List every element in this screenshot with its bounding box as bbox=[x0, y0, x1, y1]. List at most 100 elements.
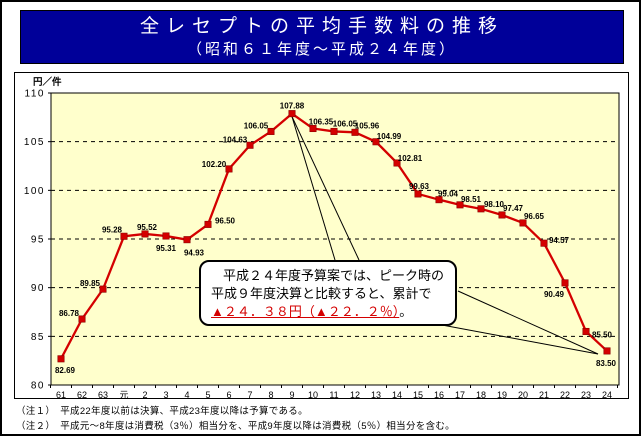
data-point-label: 98.10 bbox=[484, 200, 505, 209]
data-point bbox=[603, 347, 611, 355]
title-banner: 全レセプトの平均手数料の推移 （昭和６１年度～平成２４年度） bbox=[20, 10, 624, 64]
data-point-label: 86.78 bbox=[59, 309, 80, 318]
data-point bbox=[57, 355, 65, 363]
data-point bbox=[78, 315, 86, 323]
data-point bbox=[414, 190, 422, 198]
data-point bbox=[99, 285, 107, 293]
x-tick-label: 7 bbox=[247, 390, 252, 398]
data-point bbox=[519, 219, 527, 227]
data-point bbox=[561, 279, 569, 287]
data-point-label: 97.47 bbox=[503, 204, 524, 213]
data-point-label: 95.31 bbox=[156, 244, 177, 253]
y-tick-label: 110 bbox=[25, 89, 45, 100]
x-tick-label: 14 bbox=[392, 390, 402, 398]
data-point bbox=[540, 239, 548, 247]
annotation-line2: 平成９年度決算と比較すると、累計で bbox=[211, 286, 432, 301]
data-point-label: 94.93 bbox=[184, 249, 205, 258]
x-tick-label: 13 bbox=[371, 390, 381, 398]
data-point bbox=[141, 230, 149, 238]
footnote-1: （注１） 平成22年度以前は決算、平成23年度以降は予算である。 bbox=[16, 406, 308, 417]
callout-wedge-line bbox=[291, 116, 336, 261]
data-point-label: 96.65 bbox=[524, 212, 545, 221]
x-tick-label: 62 bbox=[77, 390, 87, 398]
footnotes: （注１） 平成22年度以前は決算、平成23年度以降は予算である。 （注２） 平成… bbox=[16, 404, 636, 434]
data-point bbox=[456, 201, 464, 209]
data-point bbox=[435, 196, 443, 204]
data-point-label: 105.96 bbox=[355, 121, 380, 130]
x-tick-label: 20 bbox=[518, 390, 528, 398]
data-point-label: 106.35 bbox=[309, 118, 334, 127]
x-tick-label: 元 bbox=[119, 390, 128, 398]
chart-panel: 110 105 100 95 90 85 80 円／件 61 62 63 元 2 3 4 5 6 7 8 9 10 11 1… bbox=[14, 72, 629, 400]
data-point-label: 99.04 bbox=[438, 190, 459, 199]
x-tick-label: 8 bbox=[268, 390, 273, 398]
data-point bbox=[288, 110, 296, 118]
data-point-label: 102.20 bbox=[202, 160, 227, 169]
footnote-2: （注２） 平成元～8年度は消費税（3％）相当分を、平成9年度以降は消費税（5％）… bbox=[16, 421, 455, 432]
y-tick-label: 85 bbox=[31, 332, 45, 343]
y-tick-label: 90 bbox=[31, 283, 45, 294]
x-tick-label: 15 bbox=[413, 390, 423, 398]
data-point bbox=[162, 232, 170, 240]
data-point-label: 106.05 bbox=[333, 119, 358, 128]
x-tick-label: 10 bbox=[308, 390, 318, 398]
data-point bbox=[498, 211, 506, 219]
data-point-label: 96.50 bbox=[215, 216, 236, 225]
x-tick-label: 61 bbox=[56, 390, 66, 398]
annotation-highlight: ▲２４．３８円（▲２２．２％） bbox=[211, 304, 400, 319]
data-point bbox=[267, 127, 275, 135]
x-tick-label: 12 bbox=[350, 390, 360, 398]
data-point-label: 99.63 bbox=[409, 182, 430, 191]
x-tick-label: 11 bbox=[329, 390, 338, 398]
data-point-label: 95.28 bbox=[102, 225, 123, 234]
y-tick-label: 105 bbox=[24, 137, 45, 148]
x-tick-label: 23 bbox=[581, 390, 591, 398]
x-tick-label: 9 bbox=[289, 390, 294, 398]
chart-subtitle: （昭和６１年度～平成２４年度） bbox=[186, 41, 457, 58]
annotation-callout: 平成２４年度予算案では、ピーク時の 平成９年度決算と比較すると、累計で ▲２４．… bbox=[199, 260, 457, 326]
data-point bbox=[393, 159, 401, 167]
data-point-label: 90.49 bbox=[544, 290, 565, 299]
data-point-label: 83.50 bbox=[596, 359, 617, 368]
data-point-label: 95.52 bbox=[137, 223, 158, 232]
data-point-label: 104.99 bbox=[377, 132, 402, 141]
data-point-label: 89.85 bbox=[80, 279, 101, 288]
data-point-label: 106.05 bbox=[244, 121, 269, 130]
data-point bbox=[246, 141, 254, 149]
data-point bbox=[582, 327, 590, 335]
annotation-period: 。 bbox=[399, 304, 413, 319]
data-point-label: 94.57 bbox=[549, 236, 570, 245]
x-tick-label: 2 bbox=[142, 390, 147, 398]
x-tick-label: 24 bbox=[602, 390, 612, 398]
data-point bbox=[225, 165, 233, 173]
callout-wedge-line bbox=[441, 324, 599, 355]
x-tick-label: 4 bbox=[184, 390, 189, 398]
data-point bbox=[120, 232, 128, 240]
annotation-line3: ▲２４．３８円（▲２２．２％）。 bbox=[211, 303, 449, 321]
x-tick-label: 5 bbox=[205, 390, 210, 398]
data-point bbox=[183, 236, 191, 244]
x-tick-label: 18 bbox=[476, 390, 486, 398]
callout-wedge-line bbox=[457, 290, 599, 355]
data-point-label: 104.63 bbox=[223, 135, 248, 144]
data-point bbox=[330, 127, 338, 135]
data-point bbox=[204, 220, 212, 228]
x-tick-label: 6 bbox=[226, 390, 231, 398]
data-point bbox=[351, 128, 359, 136]
y-axis-unit: 円／件 bbox=[33, 76, 62, 88]
annotation-line1: 平成２４年度予算案では、ピーク時の bbox=[223, 268, 445, 283]
data-point-label: 102.81 bbox=[398, 154, 423, 163]
callout-wedge-line bbox=[291, 116, 360, 261]
x-tick-label: 19 bbox=[497, 390, 507, 398]
data-point-label: 107.88 bbox=[280, 102, 305, 111]
data-point-label: 85.50 bbox=[592, 330, 613, 339]
data-point-label: 82.69 bbox=[55, 366, 76, 375]
data-point bbox=[477, 205, 485, 213]
x-tick-label: 17 bbox=[455, 390, 465, 398]
y-tick-label: 95 bbox=[31, 235, 45, 246]
data-point bbox=[372, 138, 380, 146]
y-tick-label: 80 bbox=[31, 381, 45, 392]
data-point-label: 98.51 bbox=[461, 195, 482, 204]
